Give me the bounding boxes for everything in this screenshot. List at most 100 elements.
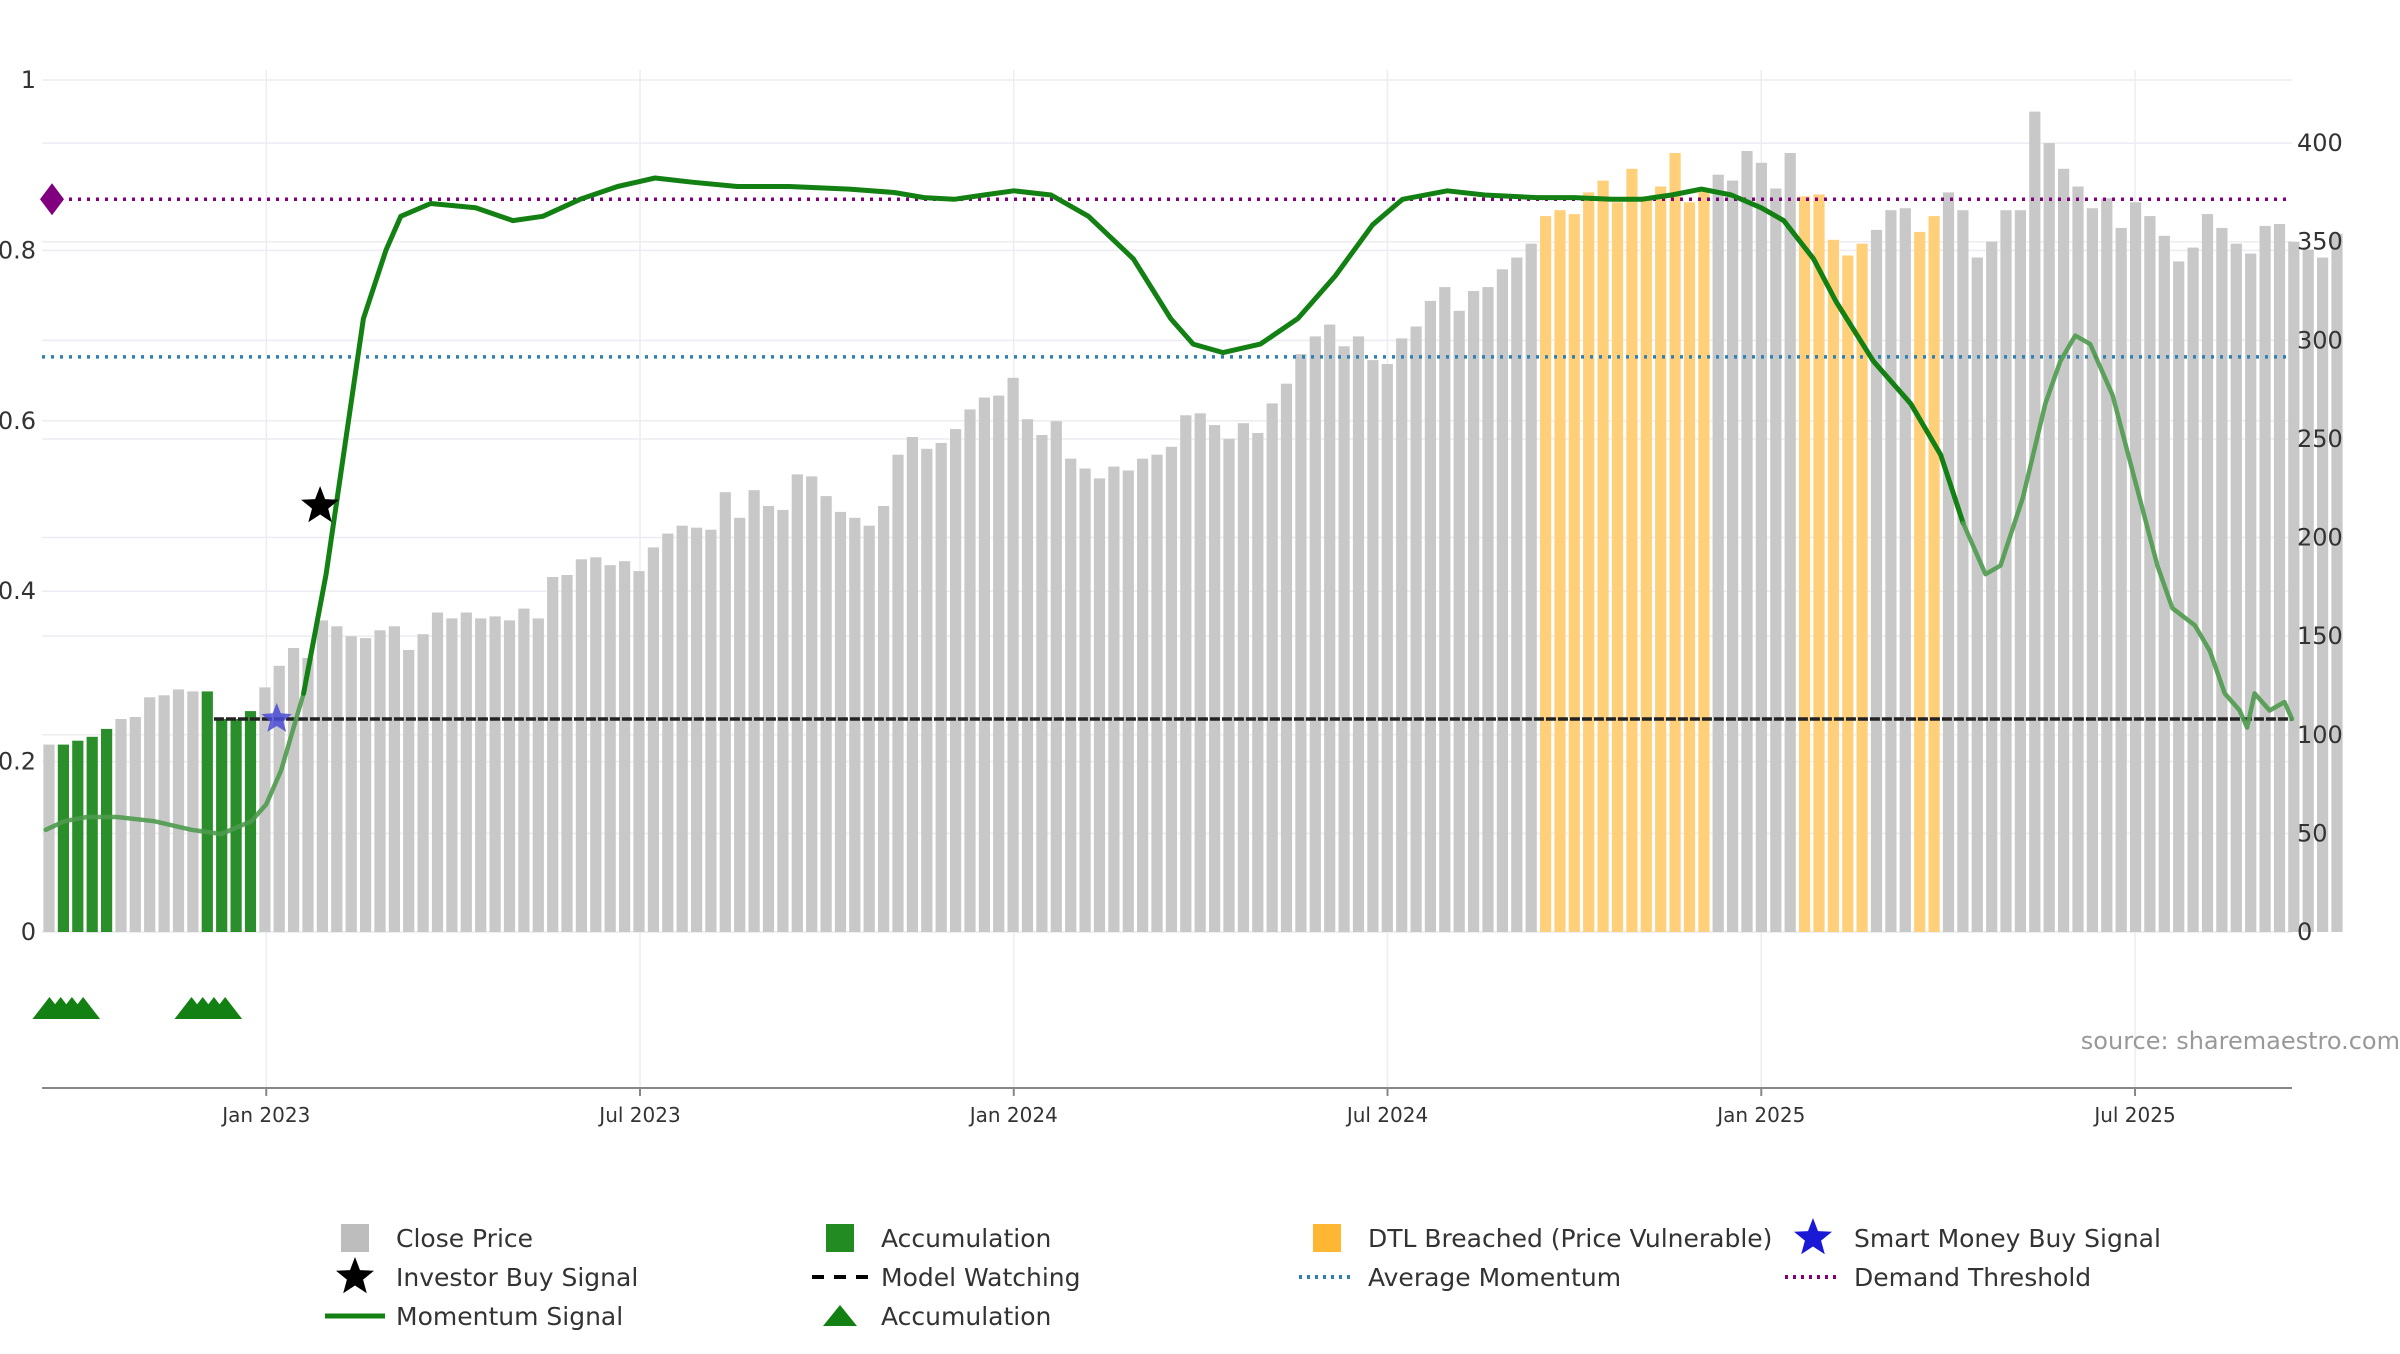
close-price-bar [1079,468,1091,932]
close-price-bar [1511,257,1523,932]
close-price-bar [1957,210,1969,932]
legend-item: Accumulation [823,1302,1051,1331]
close-price-bar [863,525,875,932]
demand-threshold-marker [40,183,64,216]
accumulation-bar [57,744,69,932]
x-tick-label: Jul 2024 [1345,1103,1428,1127]
accumulation-bar [101,728,113,932]
close-price-bar [187,691,199,932]
close-price-bar [1165,446,1177,932]
close-price-bar [647,547,659,932]
close-price-bar [1986,241,1998,932]
dtl-breached-bar [1540,216,1552,933]
signal-markers [32,486,340,1019]
right-tick-label: 100 [2297,721,2343,749]
close-price-bar [547,577,559,932]
close-price-bar [2302,249,2314,933]
close-price-bar [2086,208,2098,932]
dtl-breached-bar [1813,194,1825,932]
close-price-bar [1770,188,1782,932]
close-price-bar [288,648,300,932]
legend-label: Demand Threshold [1854,1263,2091,1292]
close-price-bar [662,533,674,932]
momentum-signal-series [43,175,2295,837]
right-tick-label: 200 [2297,524,2343,552]
close-price-bar [1525,243,1537,932]
close-price-bar [2187,247,2199,933]
left-tick-label: 0 [21,918,36,946]
right-tick-label: 50 [2297,819,2328,847]
close-price-bar [302,657,314,932]
x-tick-label: Jul 2025 [2092,1103,2175,1127]
accumulation-triangle [208,997,243,1019]
close-price-bar [360,638,372,932]
right-tick-label: 400 [2297,129,2343,157]
left-tick-label: 0.2 [0,748,36,776]
smart-money-buy-signal-star [261,703,292,732]
close-price-bar [1352,336,1365,932]
close-price-bar [2230,243,2242,932]
close-price-bar [1309,336,1321,932]
legend-label: Accumulation [881,1224,1051,1253]
dtl-breached-bar [1597,180,1609,933]
close-price-bar [1870,229,1883,932]
close-price-bar [1324,324,1336,933]
close-price-bar [2144,216,2156,933]
close-price-bar [806,476,818,932]
legend-label: Accumulation [881,1302,1051,1331]
close-price-bar [2101,198,2113,933]
close-price-bar [489,616,501,932]
legend-swatch-star [1794,1218,1832,1255]
source-label: source: sharemaestro.com [2081,1027,2400,1055]
close-price-bar [144,697,156,932]
accumulation-bar [86,736,98,933]
close-price-bar [892,454,904,932]
close-price-bar [532,618,544,932]
legend-item: DTL Breached (Price Vulnerable) [1313,1224,1772,1253]
close-price-bar [2043,143,2055,933]
close-price-bar [1482,287,1494,933]
legend-swatch-star [336,1257,374,1294]
close-price-bar [345,636,357,932]
legend-item: Accumulation [826,1224,1051,1253]
legend-item: Model Watching [812,1263,1081,1292]
dtl-breached-bar [1655,186,1667,932]
close-price-bar [1137,458,1149,932]
dtl-breached-bar [1683,202,1696,933]
close-price-bar [158,695,170,932]
close-price-bar [777,509,789,932]
close-price-bar [1410,326,1422,932]
close-price-bar [1237,423,1249,932]
accumulation-triangle [66,997,101,1019]
close-price-bar [906,437,918,932]
close-price-bar [331,626,343,932]
close-price-bar [2201,214,2214,933]
close-price-bar [935,442,947,932]
legend-label: Smart Money Buy Signal [1854,1224,2161,1253]
close-price-bar [734,517,746,932]
close-price-bar [676,525,688,932]
dtl-breached-bar [1914,231,1926,932]
close-price-bar [1468,291,1480,932]
close-price-bar [1122,470,1134,932]
axes: Jan 2023 Jul 2023 Jan 2024 Jul 2024 Jan 2025… [0,66,2343,1127]
dtl-breached-bar [1626,168,1638,933]
close-price-bar [849,517,861,932]
close-price-bar [1942,192,1955,932]
dtl-breached-bar [1827,239,1839,933]
accumulation-bar [216,719,228,932]
close-price-bar [1496,269,1508,932]
close-price-bar [475,618,487,932]
close-price-bar [1151,454,1163,932]
close-price-bar [431,612,444,932]
legend-item: Momentum Signal [325,1302,623,1331]
close-price-bar [561,575,573,932]
close-price-bar [2014,210,2026,932]
close-price-bar [2115,227,2127,932]
close-price-bar [446,618,458,932]
close-price-bar [993,395,1005,933]
close-price-bar [460,612,472,932]
close-price-bar [1424,300,1436,932]
